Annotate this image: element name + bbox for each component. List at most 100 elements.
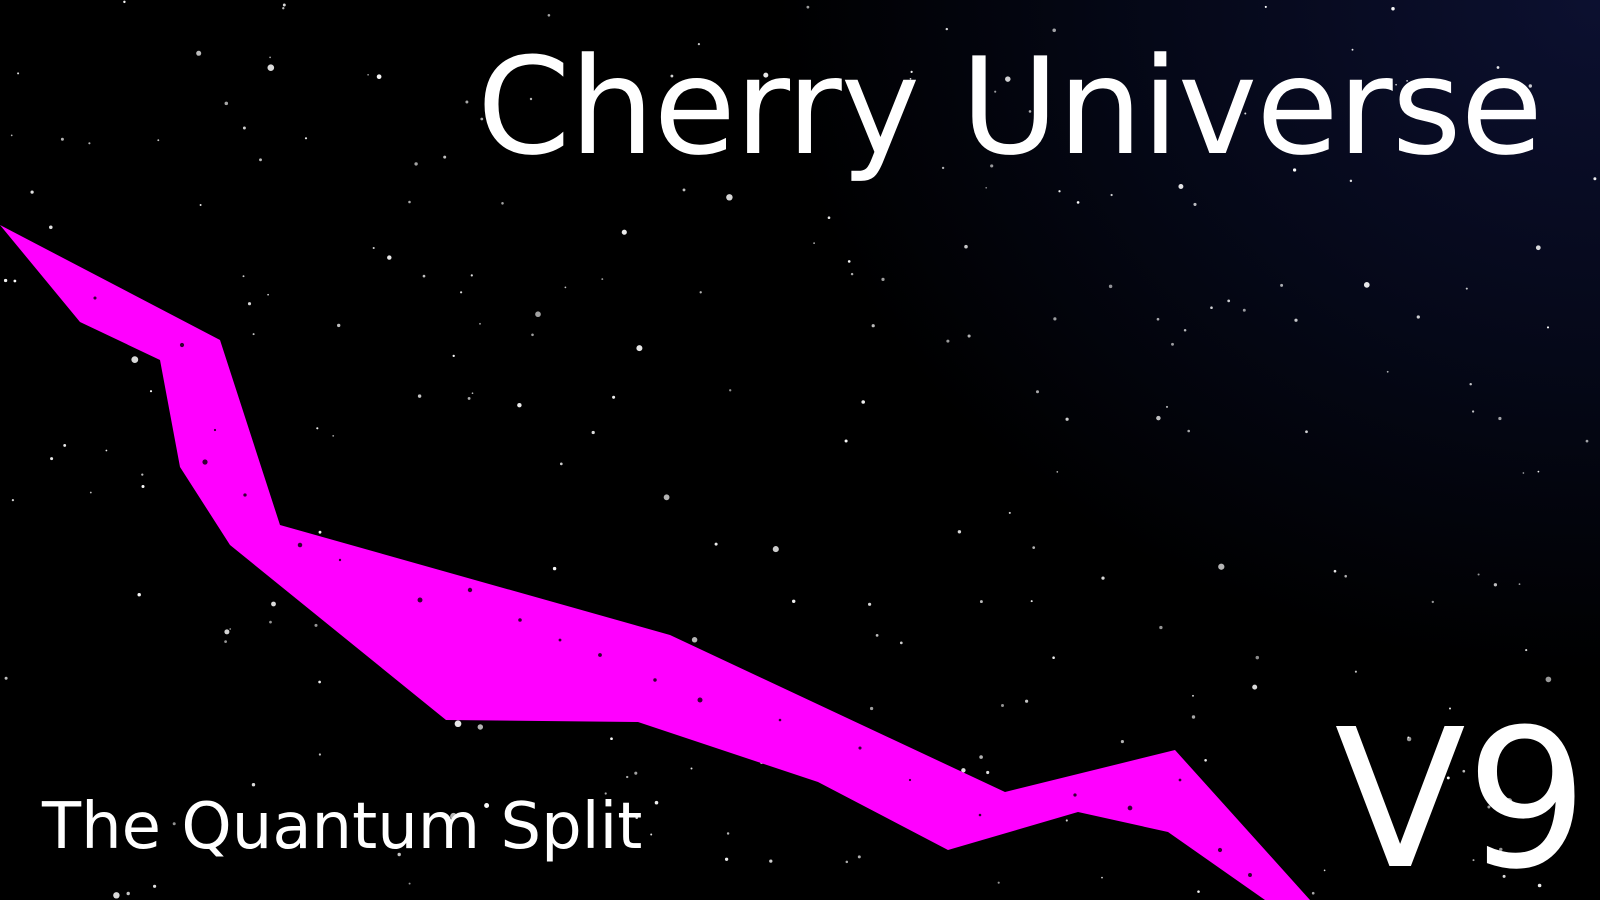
star	[1305, 430, 1308, 434]
star	[251, 782, 256, 787]
ribbon-speck	[297, 542, 303, 548]
ribbon-speck	[518, 618, 522, 622]
star	[422, 274, 426, 278]
star	[1255, 655, 1260, 660]
star	[408, 200, 411, 204]
star	[1344, 574, 1347, 578]
star	[318, 530, 322, 534]
star	[1197, 890, 1200, 893]
star	[957, 530, 962, 534]
star	[282, 3, 286, 7]
star	[314, 623, 318, 627]
star	[861, 400, 865, 404]
star	[123, 0, 126, 4]
star	[714, 542, 718, 546]
star	[946, 339, 950, 343]
ribbon-speck	[778, 718, 782, 722]
star	[332, 434, 335, 437]
star	[1192, 694, 1194, 697]
ribbon-speck	[908, 778, 912, 782]
star	[650, 833, 653, 836]
star	[137, 592, 141, 597]
star	[1528, 84, 1532, 88]
star	[1252, 684, 1258, 690]
star	[157, 139, 160, 142]
star	[337, 323, 341, 328]
star	[89, 491, 92, 494]
star	[909, 77, 912, 80]
star	[1311, 891, 1315, 895]
star	[639, 120, 643, 124]
star	[387, 255, 392, 260]
ribbon-speck	[338, 558, 342, 562]
star	[726, 194, 733, 201]
star	[1178, 184, 1184, 189]
star	[1535, 245, 1541, 251]
ribbon-speck	[978, 813, 982, 817]
star	[141, 484, 145, 489]
star	[443, 155, 447, 159]
star	[529, 97, 533, 101]
star	[547, 14, 551, 17]
star	[1244, 112, 1247, 115]
star	[1502, 874, 1506, 878]
star	[452, 354, 455, 358]
star	[408, 882, 411, 885]
star	[49, 225, 53, 230]
star	[149, 390, 153, 393]
star	[1204, 759, 1207, 762]
star	[1522, 472, 1525, 474]
star	[1110, 193, 1113, 197]
star	[1076, 201, 1080, 204]
star	[1391, 7, 1395, 11]
star	[269, 56, 271, 59]
star	[224, 101, 229, 106]
star	[465, 100, 469, 104]
star	[1277, 138, 1280, 140]
star	[1052, 28, 1056, 33]
star	[11, 498, 15, 502]
ribbon-speck	[858, 746, 862, 750]
star	[417, 394, 422, 398]
star	[1294, 318, 1298, 322]
star	[13, 279, 17, 283]
star	[844, 439, 848, 443]
star	[414, 162, 418, 166]
star	[1120, 740, 1124, 744]
star	[1386, 370, 1389, 373]
star	[663, 494, 670, 501]
star	[1323, 869, 1326, 872]
star	[1431, 600, 1434, 604]
star	[845, 860, 849, 864]
ribbon-speck	[417, 597, 423, 603]
star	[1005, 76, 1011, 82]
star	[1395, 83, 1397, 86]
magenta-ribbon	[0, 225, 1310, 900]
star	[967, 334, 971, 338]
star	[1469, 382, 1472, 386]
star	[1001, 704, 1004, 707]
ribbon-speck	[1127, 805, 1133, 811]
star	[1052, 656, 1055, 659]
star	[50, 457, 54, 461]
star	[997, 881, 1000, 884]
star	[552, 566, 557, 571]
star	[467, 396, 471, 400]
star	[1499, 847, 1503, 852]
star	[1406, 79, 1409, 82]
ribbon-speck	[202, 459, 208, 465]
star	[979, 600, 983, 604]
ribbon-speck	[243, 493, 247, 497]
star	[10, 134, 13, 137]
star	[670, 74, 674, 78]
star	[397, 852, 401, 857]
star	[724, 857, 729, 861]
star	[601, 278, 604, 281]
star	[1218, 563, 1225, 570]
star	[126, 891, 130, 896]
star	[1537, 883, 1542, 888]
star	[247, 302, 252, 306]
star	[1585, 439, 1589, 443]
ribbon-speck	[179, 342, 185, 348]
